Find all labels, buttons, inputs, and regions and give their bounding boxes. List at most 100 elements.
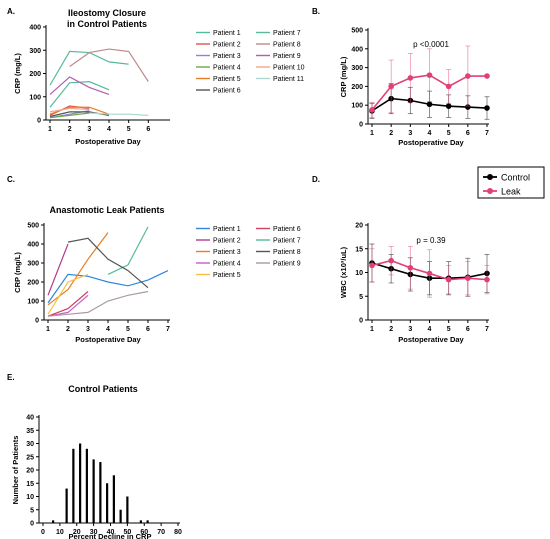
panel-c-series-line [47,273,89,315]
panel-d-label: D. [312,175,320,184]
panel-d-x-tick-label: 5 [447,326,451,333]
panel-c-y-tick-label: 100 [27,299,39,306]
panel-e-x-tick-label: 10 [56,529,64,536]
panel-c-legend-label: Patient 1 [213,226,241,233]
panel-d-data-point [369,262,375,269]
panel-a-series-line [49,81,110,108]
panel-a-legend-label: Patient 11 [273,76,304,83]
panel-c-y-tick-label: 400 [27,242,39,249]
panel-c-series-line [47,294,89,317]
panel-c-series-line [67,237,149,289]
panel-a-y-tick-label: 0 [37,118,41,125]
panel-e-x-tick-label: 20 [73,529,81,536]
panel-b-data-point [369,107,375,113]
panel-e-bar [146,520,149,523]
panel-e-bar [126,496,129,523]
panel-d-x-tick-label: 7 [485,326,489,333]
panel-b-y-tick-label: 300 [351,65,363,72]
panel-e-bar [139,520,142,523]
panel-d-x-tick-label: 3 [408,326,412,333]
panel-d-y-tick-label: 15 [355,246,363,253]
panel-e-bar [99,462,102,523]
panel-c-x-axis-label: Postoperative Day [75,335,141,344]
panel-c-legend-label: Patient 8 [273,249,301,256]
panel-a-legend-label: Patient 5 [213,76,241,83]
panel-e-y-axis-label: Number of Patients [11,436,20,505]
panel-c-x-tick-label: 3 [86,326,90,333]
panel-d-data-point [407,264,414,271]
panel-c-x-tick-label: 5 [126,326,130,333]
panel-e-x-tick-label: 50 [123,529,131,536]
panel-c-y-axis-label: CRP (mg/L) [13,252,22,293]
panel-a-series-line [49,50,129,86]
panel-a-y-tick-label: 100 [29,94,41,101]
panel-b-data-point [388,83,394,90]
panel-e-x-tick-label: 30 [90,529,98,536]
panel-e-bar [119,509,122,523]
panel-c-x-tick-label: 4 [106,326,110,333]
panel-b-data-point [484,105,490,111]
panel-d-x-tick-label: 2 [389,326,393,333]
panel-c-legend-label: Patient 9 [273,261,301,268]
panel-b-y-axis-label: CRP (mg/L) [339,56,348,97]
panel-c-title: Anastomotic Leak Patients [49,205,164,215]
panel-a-x-tick-label: 3 [87,126,91,133]
panel-b-x-tick-label: 5 [447,130,451,137]
panel-a-legend-label: Patient 3 [213,53,241,60]
panel-a-y-axis-label: CRP (mg/L) [13,53,22,94]
panel-a-legend-label: Patient 6 [213,88,241,95]
panel-e-y-tick-label: 5 [30,507,34,514]
panel-b-x-tick-label: 7 [485,130,489,137]
panel-e-bar [52,520,55,523]
legend-label: Leak [501,187,521,197]
panel-b-y-tick-label: 500 [351,28,363,35]
panel-a-y-tick-label: 300 [29,48,41,55]
panel-b-data-point [445,83,452,90]
panel-b-data-point [465,104,471,110]
panel-e-bar [72,448,75,523]
panel-b-data-point [465,73,471,79]
panel-e-x-tick-label: 70 [157,529,165,536]
panel-b-y-tick-label: 400 [351,46,363,53]
panel-b-y-tick-label: 200 [351,84,363,91]
panel-b-y-tick-label: 100 [351,103,363,110]
panel-a-series-line [69,48,149,82]
panel-c-series-line [47,290,149,317]
panel-c-legend-label: Patient 5 [213,272,241,279]
panel-b-data-point [426,101,433,108]
panel-a-title: Ileostomy Closure [68,8,146,18]
panel-a-legend-label: Patient 9 [273,53,301,60]
panel-b-x-tick-label: 4 [428,130,432,137]
panel-a-x-tick-label: 6 [146,126,150,133]
panel-e-bar [106,483,109,523]
panel-a-series-line [49,107,90,113]
panel-e-title: Control Patients [68,384,138,394]
panel-a-x-tick-label: 5 [127,126,131,133]
legend-box [477,166,545,199]
panel-c-x-tick-label: 1 [46,326,50,333]
panel-d-y-tick-label: 20 [355,223,363,230]
panel-b-y-tick-label: 0 [359,122,363,129]
panel-a-subtitle: in Control Patients [67,19,147,29]
panel-d-data-point [484,276,490,283]
panel-d-x-axis-label: Postoperative Day [398,335,464,344]
panel-d-x-tick-label: 6 [466,326,470,333]
panel-c-x-tick-label: 7 [166,326,170,333]
panel-b-data-point [445,103,452,109]
panel-c-x-tick-label: 2 [66,326,70,333]
panel-a-label: A. [7,7,15,16]
panel-c-legend-label: Patient 6 [273,226,301,233]
panel-d-y-tick-label: 0 [359,318,363,325]
panel-a-y-tick-label: 400 [29,25,41,32]
panel-b-x-tick-label: 3 [408,130,412,137]
panel-e-y-tick-label: 30 [26,441,34,448]
panel-e-bar [79,443,82,523]
panel-c-label: C. [7,175,15,184]
panel-a-legend-label: Patient 2 [213,42,241,49]
panel-b-x-tick-label: 6 [466,130,470,137]
panel-a-legend-label: Patient 4 [213,65,241,72]
panel-e-x-tick-label: 80 [174,529,182,536]
panel-e-x-tick-label: 60 [140,529,148,536]
panel-e-y-tick-label: 35 [26,428,34,435]
panel-c-y-tick-label: 300 [27,261,39,268]
